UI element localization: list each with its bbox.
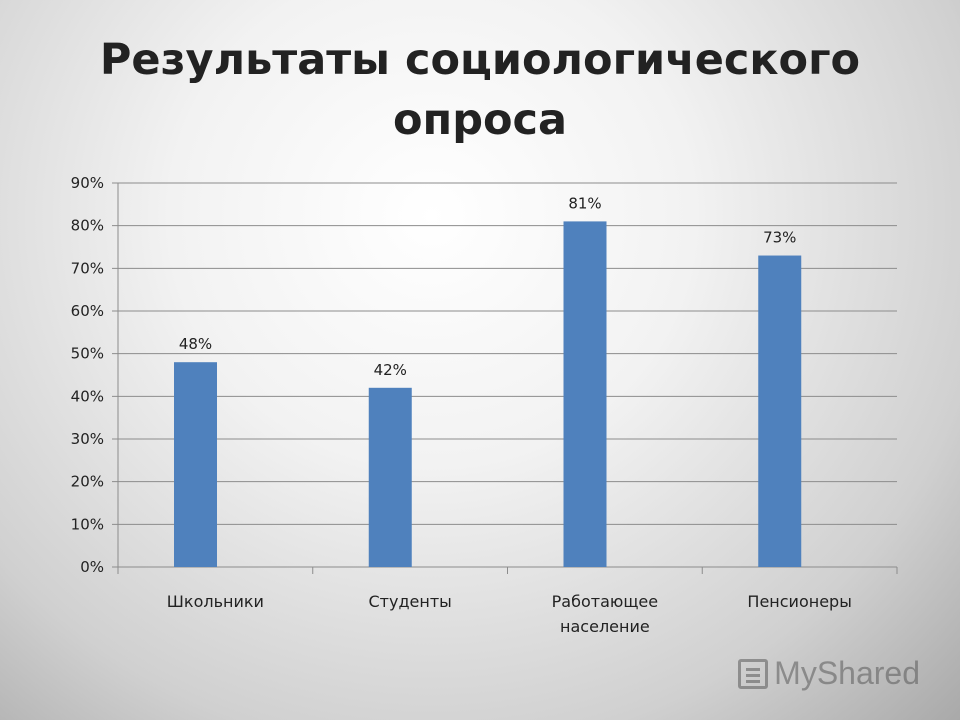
x-category-label: Пенсионеры	[747, 592, 851, 611]
data-label: 42%	[374, 361, 407, 379]
y-tick-label: 70%	[71, 259, 104, 277]
y-tick-label: 60%	[71, 302, 104, 320]
y-tick-label: 80%	[71, 217, 104, 235]
data-label: 81%	[568, 194, 601, 212]
watermark-text: MyShared	[774, 655, 920, 691]
watermark: MyShared	[738, 655, 920, 692]
y-tick-label: 90%	[71, 174, 104, 192]
x-category-label: Работающее население	[552, 592, 658, 636]
y-tick-label: 20%	[71, 473, 104, 491]
bar	[174, 362, 217, 567]
myshared-logo-icon	[738, 658, 769, 689]
bar	[368, 387, 412, 567]
y-tick-label: 40%	[71, 387, 104, 405]
y-tick-label: 0%	[80, 558, 104, 576]
x-category-label: Школьники	[167, 592, 264, 611]
y-tick-label: 10%	[71, 515, 104, 533]
bar	[758, 255, 802, 568]
data-label: 73%	[763, 229, 796, 247]
x-category-label: Студенты	[368, 592, 451, 611]
y-tick-label: 30%	[71, 430, 104, 448]
bar	[563, 221, 607, 567]
y-tick-label: 50%	[71, 345, 104, 363]
data-label: 48%	[179, 335, 212, 353]
page-title: Результаты социологического опроса	[99, 35, 861, 145]
